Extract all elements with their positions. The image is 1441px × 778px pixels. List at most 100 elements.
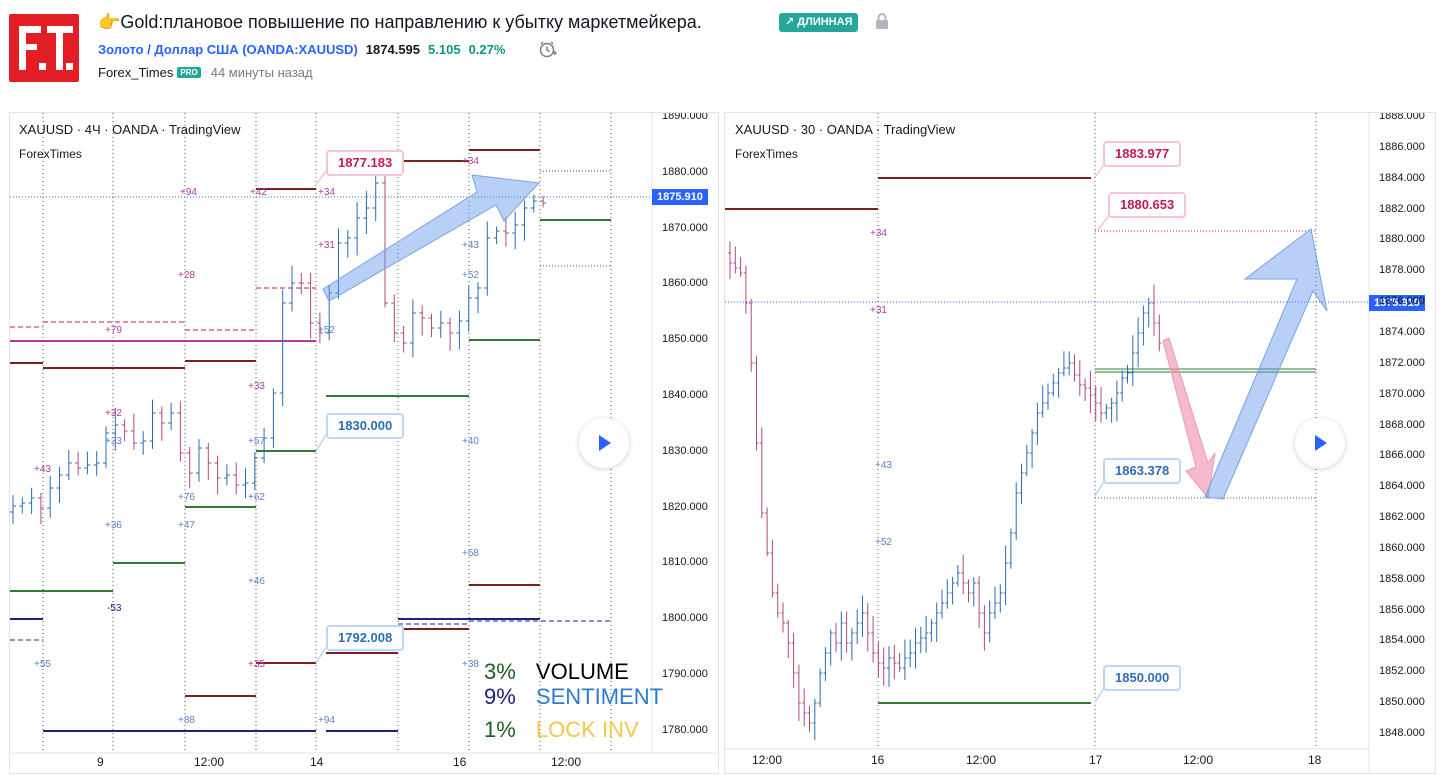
level-value-label: +57 [248,436,265,447]
level-value-label: +34 [462,156,479,167]
chart-4h-canvas: +94 +42 +34 +34 +31 +28 +79 +52 +43 +52 +33 +32 +33 +… [10,113,718,754]
level-value-label: +28 [178,270,195,281]
chart-author: ForexTimes [735,147,798,161]
level-value-label: +38 [462,659,479,670]
level-value-label: +94 [318,715,335,726]
level-value-label: +42 [250,187,267,198]
price-axis-label: 1840.000 [662,389,708,401]
play-button[interactable] [1295,418,1345,468]
lock-inv-pct: 1% [484,717,516,742]
info-volume: 3% VOLUME [484,659,629,685]
price-change: 5.105 [428,42,461,57]
price-axis-label: 1886.000 [1379,140,1425,153]
price-axis-label: 1880.000 [662,165,708,178]
time-axis-label: 9 [97,755,104,769]
price-axis-label: 1800.000 [662,612,708,625]
pro-badge: PRO [177,67,201,78]
level-value-label: +34 [318,187,335,198]
price-axis-label: 1884.000 [1379,171,1425,184]
level-value-label: +31 [318,240,335,251]
chart-author: ForexTimes [19,147,82,161]
sentiment-pct: 9% [484,684,516,709]
info-lock-inv: 1% LOCK INV [484,717,639,743]
alarm-clock-icon[interactable] [538,40,558,65]
level-value-label: +33 [248,381,265,392]
price-axis-label: 1876.000 [1379,295,1425,308]
time-ago: 44 минуты назад [210,65,313,80]
level-value-label: +43 [34,464,51,475]
price-axis-label: 1868.000 [1379,418,1425,431]
play-icon [599,435,611,451]
lock-inv-label: LOCK INV [535,717,639,742]
price-change-pct: 0.27% [468,42,506,57]
callout-1883: 1883.977 [1103,141,1182,167]
price-axis-label: 1880.000 [1379,233,1425,246]
level-value-label: +43 [462,240,479,251]
author-logo[interactable] [9,14,79,82]
level-value-label: +36 [105,520,122,531]
price-axis-label: 1848.000 [1379,727,1425,739]
chart-legend: XAUUSD · 30 · OANDA · TradingView [735,122,956,137]
level-value-label: +40 [462,436,479,447]
price-axis-label: 1858.000 [1379,572,1425,585]
price-axis-label: 1856.000 [1379,603,1425,616]
idea-title: 👉Gold:плановое повышение по направлению … [98,12,702,32]
play-button[interactable] [579,418,629,468]
chart-legend: XAUUSD · 4Ч · OANDA · TradingView [19,122,241,137]
level-value-label: +43 [875,460,892,471]
long-badge: ↗ ДЛИННАЯ [779,13,859,32]
last-price: 1874.595 [365,42,421,57]
price-axis-label: 1850.000 [662,333,708,346]
chart-4h[interactable]: +94 +42 +34 +34 +31 +28 +79 +52 +43 +52 +33 +32 +33 +… [9,112,719,774]
level-value-label: +46 [248,576,265,587]
chart-30m-canvas: +34 +31 +43 +52 [725,113,1370,773]
current-price-tag: 1875.910 [1369,295,1425,311]
price-axis-label: 1866.000 [1379,449,1425,462]
level-value-label: +52 [875,537,892,548]
projection-arrow [322,174,541,302]
volume-pct: 3% [484,659,516,684]
time-axis-label: 17 [1089,753,1103,767]
callout-1850: 1850.000 [1103,665,1182,691]
price-axis-label: 1870.000 [662,221,708,234]
callout-pointer [315,646,327,664]
callout-1830: 1830.000 [326,413,405,439]
price-axis-label: 1878.000 [1379,264,1425,277]
time-axis-label: 12:00 [551,755,582,769]
price-axis-label: 1860.000 [662,277,708,290]
price-axis-label: 1890.000 [662,112,708,122]
price-axis-label: 1854.000 [1379,634,1425,647]
price-axis-label: 1830.000 [662,444,708,457]
level-value-label: +94 [180,187,197,198]
play-icon [1315,435,1327,451]
price-axis-label: 1864.000 [1379,480,1425,493]
level-value-label: +47 [178,520,195,531]
level-value-label: +33 [105,436,122,447]
price-axis-label: 1882.000 [1379,202,1425,215]
callout-pointer [315,170,327,186]
level-value-label: +34 [870,228,887,239]
level-value-label: +32 [105,408,122,419]
level-value-label: +52 [462,270,479,281]
level-value-label: +55 [34,659,51,670]
author-name[interactable]: Forex_Times [98,65,174,80]
price-axis-label: 1860.000 [1379,541,1425,554]
callout-pointer [315,434,327,452]
current-price-tag: 1875.910 [652,189,708,205]
level-value-label: +31 [870,305,887,316]
time-axis-label: 12:00 [194,755,225,769]
time-axis-label: 18 [1308,753,1322,767]
callout-1863: 1863.378 [1103,458,1182,484]
level-value-label: +52 [318,325,335,336]
callout-pointer [1097,213,1111,231]
volume-label: VOLUME [535,659,629,684]
info-sentiment: 9% SENTIMENT [484,684,663,710]
chart-30m[interactable]: +34 +31 +43 +52 XAUUSD · 30 · OANDA · Tradi… [724,112,1436,774]
price-axis-label: 1888.000 [1379,112,1425,122]
projection-arrow-down [1162,337,1216,500]
level-value-label: +62 [248,492,265,503]
price-axis-label: 1870.000 [1379,387,1425,400]
level-value-label: -53 [107,603,122,614]
level-value-label: +58 [462,548,479,559]
symbol-link[interactable]: Золото / Доллар США (OANDA:XAUUSD) [98,42,358,57]
